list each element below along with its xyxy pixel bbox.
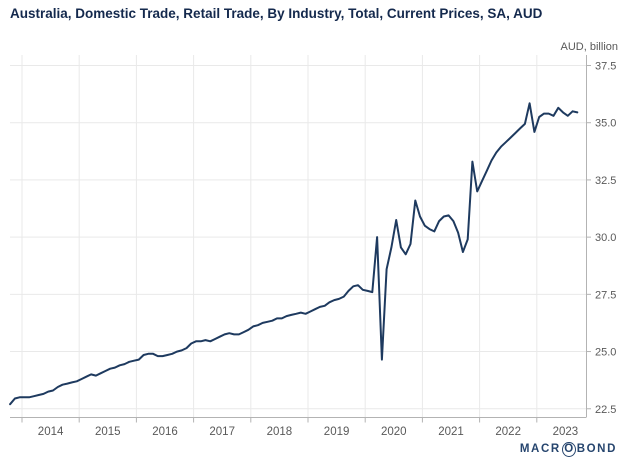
macrobond-logo: MACR O BOND [519,441,617,457]
x-tick-label: 2018 [267,426,293,438]
y-tick-label: 30.0 [595,232,616,244]
x-tick-label: 2021 [438,426,464,438]
chart-title: Australia, Domestic Trade, Retail Trade,… [10,6,543,21]
x-tick-label: 2017 [209,426,235,438]
y-tick-label: 37.5 [595,61,616,73]
logo-text-before: MACR [519,443,561,456]
y-tick-label: 27.5 [595,289,616,301]
retail-trade-series-line [9,102,579,406]
y-tick-label: 25.0 [595,347,616,359]
x-tick-label: 2016 [152,426,178,438]
x-tick-label: 2014 [38,426,64,438]
logo-text-after: BOND [576,443,617,456]
y-tick-label: 32.5 [595,175,616,187]
x-tick-label: 2023 [553,426,579,438]
y-tick-label: 22.5 [595,404,616,416]
y-axis-unit-label: AUD, billion [560,41,618,53]
logo-circled-o: O [561,441,576,457]
x-tick-label: 2015 [95,426,121,438]
y-tick-label: 35.0 [595,118,616,130]
x-tick-label: 2020 [381,426,407,438]
x-tick-label: 2019 [324,426,350,438]
x-tick-label: 2022 [495,426,521,438]
